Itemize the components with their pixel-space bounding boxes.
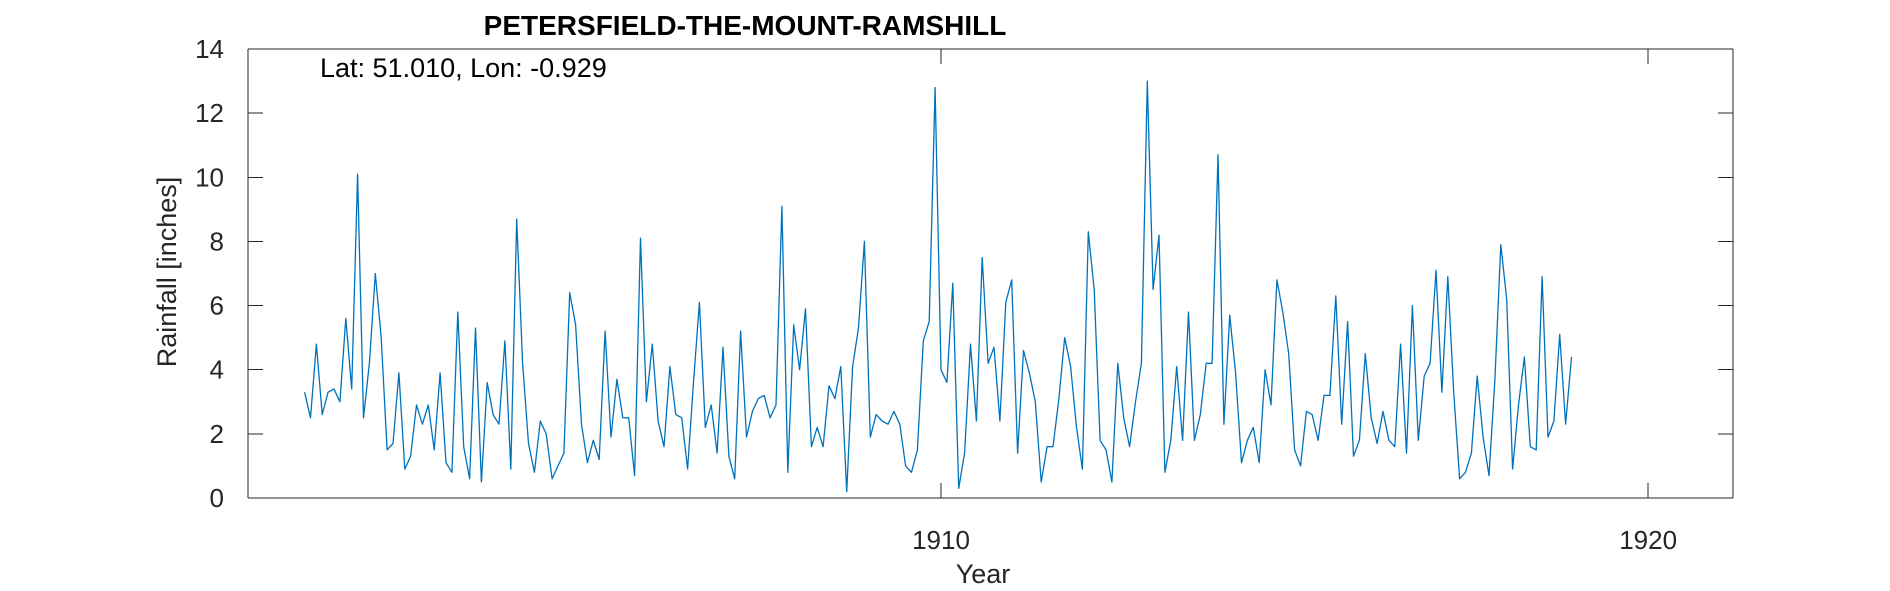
x-axis: 1910 1920 [912, 49, 1677, 555]
y-axis-label: Rainfall [inches] [152, 177, 182, 368]
x-tick-label: 1920 [1619, 525, 1677, 555]
rainfall-series-line [303, 80, 1573, 493]
y-tick-label: 2 [210, 419, 224, 449]
x-axis-label: Year [956, 559, 1011, 589]
y-tick-label: 14 [195, 34, 224, 64]
y-tick-label: 6 [210, 291, 224, 321]
location-annotation: Lat: 51.010, Lon: -0.929 [320, 53, 607, 83]
y-tick-label: 4 [210, 355, 224, 385]
y-tick-label: 12 [195, 98, 224, 128]
y-tick-label: 10 [195, 162, 224, 192]
y-tick-label: 8 [210, 226, 224, 256]
series-layer [303, 80, 1573, 493]
plot-frame [247, 48, 1734, 499]
x-tick-label: 1910 [912, 525, 970, 555]
y-tick-label: 0 [210, 483, 224, 513]
y-axis: 0 2 4 6 8 10 12 14 [195, 34, 1733, 513]
chart-title: PETERSFIELD-THE-MOUNT-RAMSHILL [484, 10, 1007, 41]
